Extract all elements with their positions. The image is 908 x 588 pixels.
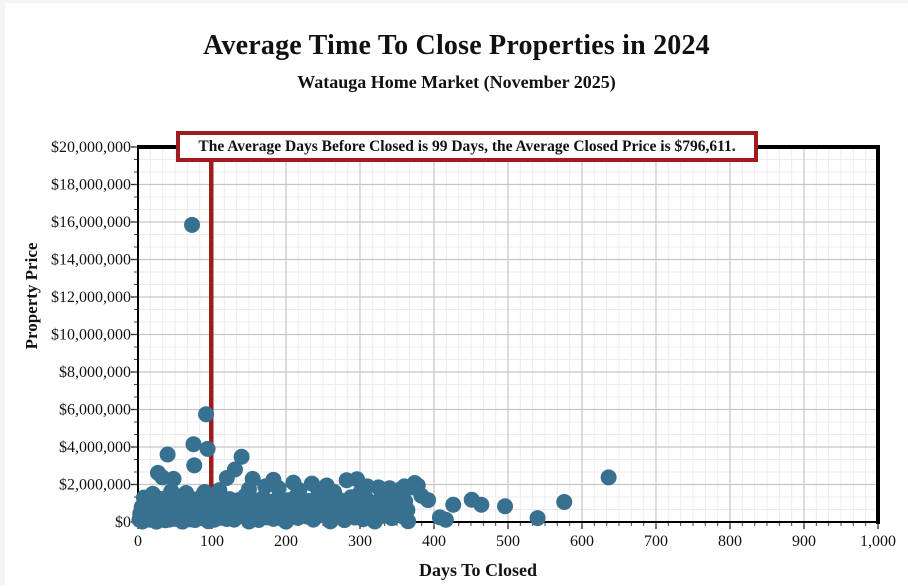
scatter-point bbox=[185, 436, 202, 453]
x-tick-label: 0 bbox=[134, 533, 142, 550]
y-tick-label: $2,000,000 bbox=[59, 477, 131, 494]
scatter-point bbox=[437, 511, 454, 528]
y-tick-label: $10,000,000 bbox=[51, 327, 131, 344]
y-tick-label: $8,000,000 bbox=[59, 364, 131, 381]
scatter-point bbox=[218, 469, 235, 486]
x-tick-label: 1,000 bbox=[860, 533, 896, 550]
x-tick-label: 200 bbox=[274, 533, 298, 550]
scatter-point bbox=[413, 487, 430, 504]
x-tick-label: 800 bbox=[718, 533, 742, 550]
average-annotation-text: The Average Days Before Closed is 99 Day… bbox=[198, 137, 736, 155]
y-tick-label: $18,000,000 bbox=[51, 177, 131, 194]
chart-subtitle: Watauga Home Market (November 2025) bbox=[297, 72, 616, 92]
x-tick-label: 400 bbox=[422, 533, 446, 550]
x-tick-label: 300 bbox=[348, 533, 372, 550]
y-tick-label: $16,000,000 bbox=[51, 214, 131, 231]
chart-title: Average Time To Close Properties in 2024 bbox=[203, 30, 710, 61]
scatter-point bbox=[159, 446, 176, 463]
scatter-point bbox=[233, 448, 250, 465]
y-tick-label: $0 bbox=[115, 514, 131, 531]
x-tick-label: 900 bbox=[792, 533, 816, 550]
x-tick-label: 500 bbox=[496, 533, 520, 550]
scatter-point bbox=[445, 496, 462, 513]
scatter-point bbox=[473, 496, 490, 513]
scatter-point bbox=[186, 457, 203, 474]
scatter-point bbox=[399, 502, 416, 518]
y-tick-label: $6,000,000 bbox=[59, 402, 131, 419]
scatter-point bbox=[184, 216, 201, 233]
scatter-point bbox=[556, 493, 573, 510]
average-annotation-box: The Average Days Before Closed is 99 Day… bbox=[176, 131, 758, 162]
y-tick-label: $4,000,000 bbox=[59, 439, 131, 456]
scatter-chart: 0 100 200 300 400 500 600 700 800 900 1,000 $0 $2,00… bbox=[51, 139, 896, 550]
x-axis-title: Days To Closed bbox=[418, 560, 538, 580]
scatter-point bbox=[529, 510, 546, 527]
y-tick-label: $14,000,000 bbox=[51, 252, 131, 269]
plot-border-right bbox=[876, 145, 880, 524]
scatter-point bbox=[165, 470, 182, 487]
scatter-point bbox=[497, 498, 514, 515]
x-tick-label: 100 bbox=[200, 533, 224, 550]
x-tick-label: 600 bbox=[570, 533, 594, 550]
y-tick-label: $20,000,000 bbox=[51, 139, 131, 156]
scatter-point bbox=[600, 469, 617, 486]
x-tick-label: 700 bbox=[644, 533, 668, 550]
y-tick-label: $12,000,000 bbox=[51, 289, 131, 306]
scatter-point bbox=[198, 406, 215, 423]
scatter-point bbox=[199, 440, 216, 457]
